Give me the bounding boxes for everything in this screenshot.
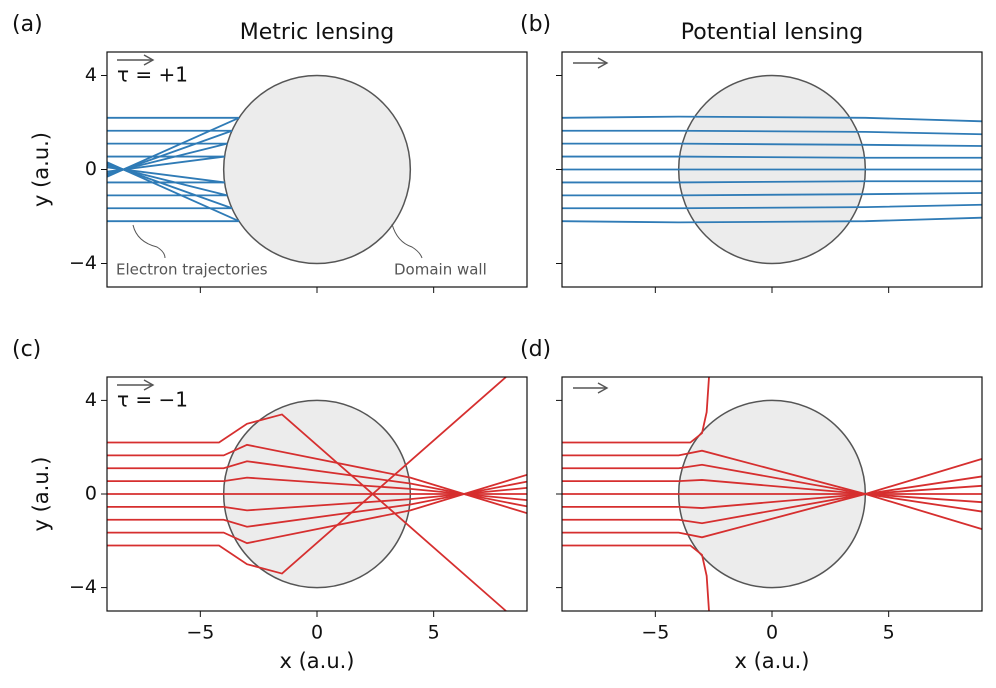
panel-label: (b): [520, 12, 551, 37]
trajectory: [107, 413, 507, 612]
note-connector: [391, 223, 423, 259]
trajectory: [562, 458, 983, 539]
panel-label: (c): [12, 337, 41, 362]
trajectory: [562, 142, 983, 147]
trajectory: [107, 376, 507, 575]
y-tick-label: 0: [85, 158, 97, 180]
trajectory: [561, 216, 983, 224]
trajectory: [561, 115, 983, 123]
trajectory: [562, 449, 983, 530]
trajectory: [107, 473, 528, 545]
arrow-head: [143, 54, 155, 66]
trajectory-note: Electron trajectories: [116, 261, 268, 279]
x-axis-label: x (a.u.): [734, 649, 809, 673]
trajectory: [562, 484, 983, 509]
trajectory: [562, 475, 983, 525]
trajectory: [562, 155, 982, 159]
panel-label: (d): [520, 337, 551, 362]
trajectory: [107, 487, 528, 512]
trajectory: [107, 443, 528, 515]
y-axis-label: y (a.u.): [29, 456, 53, 531]
arrow-head: [143, 379, 155, 391]
trajectory: [107, 476, 528, 501]
panel-title: Metric lensing: [240, 20, 394, 45]
trajectory: [562, 376, 710, 444]
tau-annotation: τ = +1: [117, 63, 188, 87]
x-tick-label: 0: [311, 622, 323, 644]
trajectory: [562, 180, 982, 184]
domain-wall: [222, 74, 412, 265]
y-tick-label: 4: [85, 389, 97, 411]
arrow-head: [597, 57, 609, 69]
trajectory: [562, 203, 983, 210]
trajectory: [106, 166, 225, 184]
x-tick-label: 5: [883, 622, 895, 644]
x-tick-label: −5: [186, 622, 214, 644]
y-tick-label: 4: [85, 64, 97, 86]
trajectory: [107, 460, 528, 508]
trajectory: [562, 479, 983, 504]
x-tick-label: 0: [766, 622, 778, 644]
domain-wall-note: Domain wall: [394, 261, 487, 279]
trajectory: [562, 463, 983, 513]
x-axis-label: x (a.u.): [279, 649, 354, 673]
y-tick-label: −4: [69, 252, 97, 274]
trajectory: [562, 129, 983, 136]
note-connector: [132, 224, 166, 259]
trajectory: [562, 544, 710, 612]
panel-title: Potential lensing: [681, 20, 863, 45]
y-tick-label: 0: [85, 483, 97, 505]
x-tick-label: −5: [641, 622, 669, 644]
panel-label: (a): [12, 12, 43, 37]
y-tick-label: −4: [69, 576, 97, 598]
trajectory: [562, 192, 983, 197]
arrow-head: [597, 382, 609, 394]
x-tick-label: 5: [428, 622, 440, 644]
y-axis-label: y (a.u.): [29, 132, 53, 207]
trajectory: [107, 480, 528, 528]
tau-annotation: τ = −1: [117, 388, 188, 412]
